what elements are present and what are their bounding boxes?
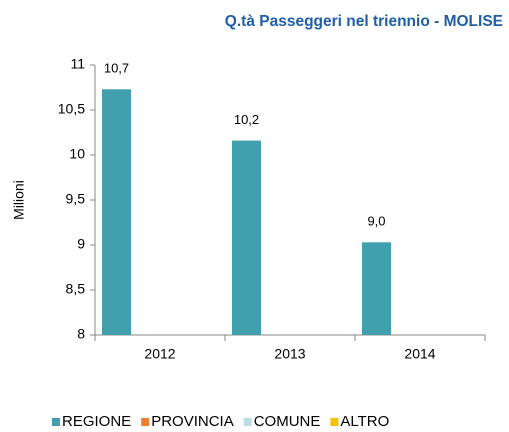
bar <box>362 242 391 335</box>
y-tick-label: 9 <box>77 236 85 252</box>
data-label: 9,0 <box>367 214 385 229</box>
y-axis-label: Milioni <box>11 180 27 220</box>
data-label: 10,2 <box>234 112 259 127</box>
x-tick-label: 2014 <box>404 346 435 362</box>
legend-swatch <box>330 418 339 426</box>
y-tick-label: 11 <box>70 56 85 72</box>
legend-swatch <box>52 418 60 426</box>
y-tick-label: 10 <box>69 146 85 162</box>
bar <box>232 140 261 335</box>
x-tick-label: 2013 <box>274 346 305 362</box>
y-tick-label: 9,5 <box>66 191 86 207</box>
legend-swatch <box>243 418 252 426</box>
legend-swatch <box>141 418 150 426</box>
legend-label: ALTRO <box>340 413 389 430</box>
chart-title: Q.tà Passeggeri nel triennio - MOLISE <box>225 13 503 30</box>
data-label: 10,7 <box>104 61 129 76</box>
legend-label: PROVINCIA <box>151 413 234 430</box>
y-tick-label: 8 <box>77 326 85 342</box>
x-tick-label: 2012 <box>144 346 175 362</box>
y-tick-label: 8,5 <box>66 281 86 297</box>
y-tick-label: 10,5 <box>58 101 85 117</box>
bar <box>102 89 131 335</box>
legend-label: COMUNE <box>254 413 321 430</box>
legend-label: REGIONE <box>62 413 131 430</box>
